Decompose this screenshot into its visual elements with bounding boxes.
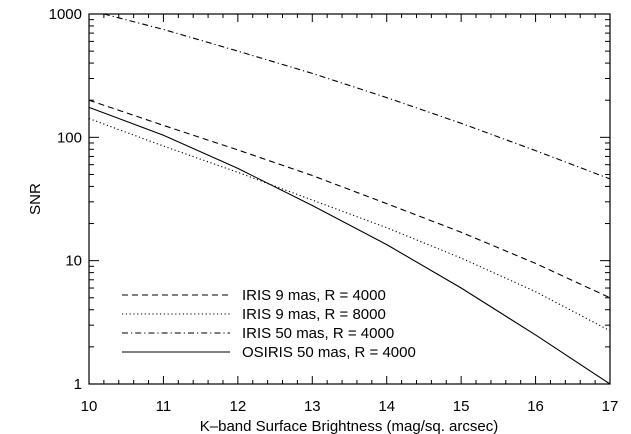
series-line: [103, 13, 611, 180]
series-line: [88, 118, 611, 332]
x-tick-label: 14: [378, 398, 395, 415]
x-tick-label: 12: [230, 398, 247, 415]
plot-frame: [88, 13, 611, 385]
series-line: [88, 99, 611, 299]
x-tick-label: 17: [602, 398, 619, 415]
series-lines: [88, 13, 611, 385]
series-line: [88, 106, 611, 385]
y-axis-label: SNR: [27, 183, 44, 215]
x-tick-label: 15: [453, 398, 470, 415]
legend-label: IRIS 9 mas, R = 8000: [242, 306, 386, 323]
legend-label: IRIS 9 mas, R = 4000: [242, 287, 386, 304]
axis-ticks: [88, 13, 611, 385]
legend-label: OSIRIS 50 mas, R = 4000: [242, 344, 416, 361]
legend: IRIS 9 mas, R = 4000 IRIS 9 mas, R = 8000…: [122, 287, 416, 361]
y-tick-label: 1: [74, 376, 82, 393]
x-tick-label: 11: [156, 398, 172, 415]
y-tick-label: 1000: [49, 6, 82, 23]
axis-tick-labels: 10 11 12 13 14 15 16 17 1 10 100 1000: [49, 6, 619, 415]
x-tick-label: 13: [304, 398, 321, 415]
x-tick-label: 10: [81, 398, 98, 415]
x-tick-label: 16: [527, 398, 544, 415]
y-tick-label: 100: [57, 129, 82, 146]
y-tick-label: 10: [65, 253, 82, 270]
legend-label: IRIS 50 mas, R = 4000: [242, 325, 394, 342]
x-axis-label: K–band Surface Brightness (mag/sq. arcse…: [200, 418, 498, 434]
